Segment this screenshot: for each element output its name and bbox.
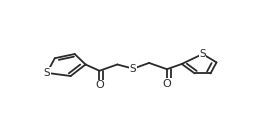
Text: O: O (95, 80, 104, 90)
Text: O: O (163, 79, 171, 89)
Text: S: S (44, 68, 50, 78)
Text: S: S (130, 64, 136, 74)
Text: S: S (199, 49, 206, 59)
